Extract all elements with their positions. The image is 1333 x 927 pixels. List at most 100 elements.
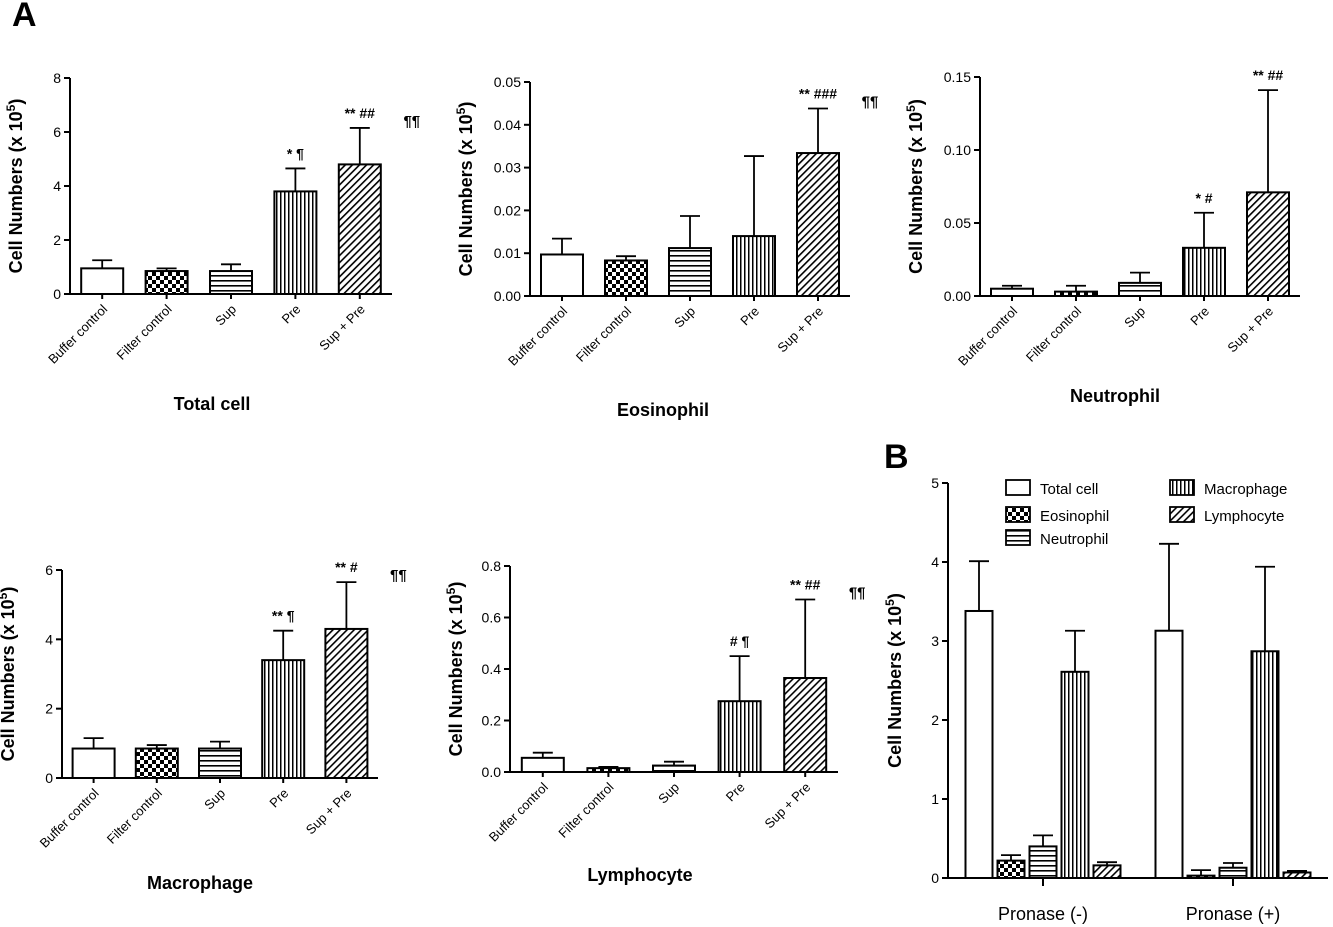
bar-pre [261,659,306,780]
y-axis-title-close: ) [906,99,926,105]
y-axis-title: Cell Numbers (x 105) [904,99,926,274]
x-category-label: Sup [201,786,228,813]
x-category-label: Sup + Pre [1224,304,1276,356]
y-tick-label: 0.04 [494,117,521,133]
x-category-label: Sup + Pre [762,780,814,832]
y-axis-title: Cell Numbers (x 105) [0,587,18,762]
significance-mark: ** ## [345,105,376,121]
bar-pre [717,700,762,773]
y-tick-label: 1 [931,791,939,807]
x-category-label: Filter control [114,301,175,362]
y-tick-label: 0.10 [944,142,971,158]
x-category-label: Sup [212,302,239,329]
bar-eosinophil [1186,874,1216,880]
bar-buffer-control [80,267,125,296]
bar-lymphocyte [1092,864,1122,879]
y-axis-title-exponent: 5 [0,592,10,599]
significance-mark: ** ## [790,576,821,592]
y-tick-label: 2 [931,712,939,728]
legend-label: Macrophage [1204,481,1287,498]
chart-title: Macrophage [147,873,253,893]
bar-total-cell [1154,629,1184,879]
x-category-label: Buffer control [45,301,110,366]
chart-2: 0.00 0.01 0.02 0.03 0.04 0.05 Cell Numbers (x … [454,74,878,420]
bar-pre [1182,246,1226,298]
y-axis-title-exponent: 5 [454,107,468,114]
legend-label: Lymphocyte [1204,508,1284,525]
y-tick-label: 0.00 [944,288,971,304]
x-category-label: Sup [671,304,698,331]
y-axis-title: Cell Numbers (x 105) [883,593,905,768]
legend-swatch-macrophage [1169,479,1195,496]
bar-sup-pre [796,152,840,297]
legend-label: Eosinophil [1040,508,1109,525]
x-category-label: Pre [266,786,291,811]
y-tick-label: 0.01 [494,245,521,261]
x-category-label: Sup [1121,304,1148,331]
significance-mark-pilcrow: ¶¶ [862,94,879,111]
y-axis-title-main: Cell Numbers (x 10 [906,112,926,274]
legend-swatch-eosinophil [1005,506,1031,523]
x-category-label: Pronase (+) [1186,904,1281,924]
x-category-label: Filter control [104,785,165,846]
significance-mark: ** ¶ [272,608,295,624]
x-category-label: Sup [655,780,682,807]
y-tick-label: 0.2 [482,713,502,729]
bar-buffer-control [520,756,565,774]
y-axis-title-exponent: 5 [4,104,18,111]
significance-mark: ** ## [1253,67,1284,83]
y-tick-label: 3 [931,633,939,649]
bar-buffer-control [990,287,1034,298]
y-tick-label: 0.6 [482,610,502,626]
y-tick-label: 5 [931,475,939,491]
legend-swatch-neutrophil [1005,529,1031,546]
significance-mark: * ¶ [287,145,304,161]
bar-macrophage [1060,670,1090,879]
bar-buffer-control [540,253,584,297]
y-axis-title-main: Cell Numbers (x 10 [0,599,18,761]
y-tick-label: 0.15 [944,69,971,85]
y-tick-label: 0.05 [494,74,521,90]
significance-mark: * # [1195,190,1212,206]
y-tick-label: 0.4 [482,661,502,677]
bar-neutrophil [1028,845,1058,880]
y-tick-label: 0 [931,870,939,886]
significance-mark: ** ### [799,86,837,102]
chart-title: Lymphocyte [587,865,692,885]
bar-pre [273,190,318,295]
y-axis-title: Cell Numbers (x 105) [4,99,26,274]
y-tick-label: 0.05 [944,215,971,231]
y-tick-label: 4 [53,178,61,194]
y-tick-label: 8 [53,70,61,86]
x-category-label: Buffer control [486,779,551,844]
legend: Total cell Eosinophil Neutrophil Macrophage… [1005,479,1287,548]
y-axis-title-main: Cell Numbers (x 10 [885,606,905,768]
bar-filter-control [144,270,189,295]
chart-4: 0 2 4 6 Cell Numbers (x 105) Buffer controlFi… [0,559,407,893]
x-category-label: Buffer control [37,785,102,850]
bar-sup [1118,281,1162,297]
x-category-label: Pre [723,780,748,805]
y-axis-title-main: Cell Numbers (x 10 [6,111,26,273]
x-category-label: Sup + Pre [316,302,368,354]
bar-macrophage [1250,650,1280,880]
y-tick-label: 0 [45,770,53,786]
bar-total-cell [964,609,994,879]
x-category-label: Sup + Pre [303,786,355,838]
bar-lymphocyte [1282,871,1312,879]
bar-sup-pre [324,627,369,780]
bar-filter-control [134,747,179,779]
significance-mark: # ¶ [730,633,750,649]
bar-sup [198,747,242,779]
x-category-label: Buffer control [505,303,570,368]
x-category-label: Filter control [555,779,616,840]
bar-sup-pre [1246,191,1290,297]
y-tick-label: 2 [45,701,53,717]
y-axis-title-close: ) [6,99,26,105]
bar-filter-control [604,259,648,298]
y-tick-label: 6 [53,124,61,140]
bar-eosinophil [996,859,1026,879]
x-category-label: Buffer control [955,303,1020,368]
panel-a-letter: A [12,0,37,34]
